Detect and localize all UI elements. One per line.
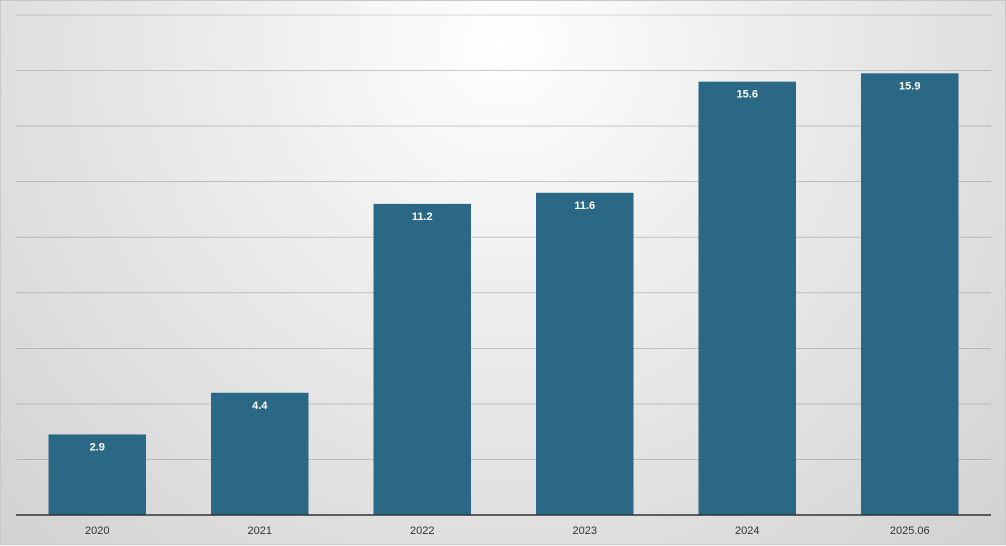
data-label: 15.6 (737, 89, 758, 101)
x-tick-label: 2022 (410, 525, 434, 537)
data-labels: 2.9 4.4 11.2 11.6 15.6 15.9 (90, 80, 921, 453)
x-tick-label: 2023 (573, 525, 597, 537)
bar (373, 203, 471, 515)
data-label: 4.4 (252, 400, 268, 412)
bars (48, 73, 959, 516)
x-tick-label: 2020 (85, 525, 109, 537)
bar (536, 192, 634, 515)
gridlines (16, 14, 991, 460)
bar (698, 81, 796, 516)
x-tick-label: 2025.06 (890, 525, 930, 537)
x-tick-label: 2024 (735, 525, 759, 537)
x-tick-label: 2021 (248, 525, 272, 537)
x-axis: 2020 2021 2022 2023 2024 2025.06 (16, 514, 991, 537)
bar (48, 434, 146, 515)
data-label: 15.9 (899, 80, 920, 92)
bar (211, 392, 309, 515)
data-label: 11.2 (412, 211, 433, 223)
bar (861, 73, 959, 515)
data-label: 2.9 (90, 441, 105, 453)
data-label: 11.6 (574, 200, 595, 212)
